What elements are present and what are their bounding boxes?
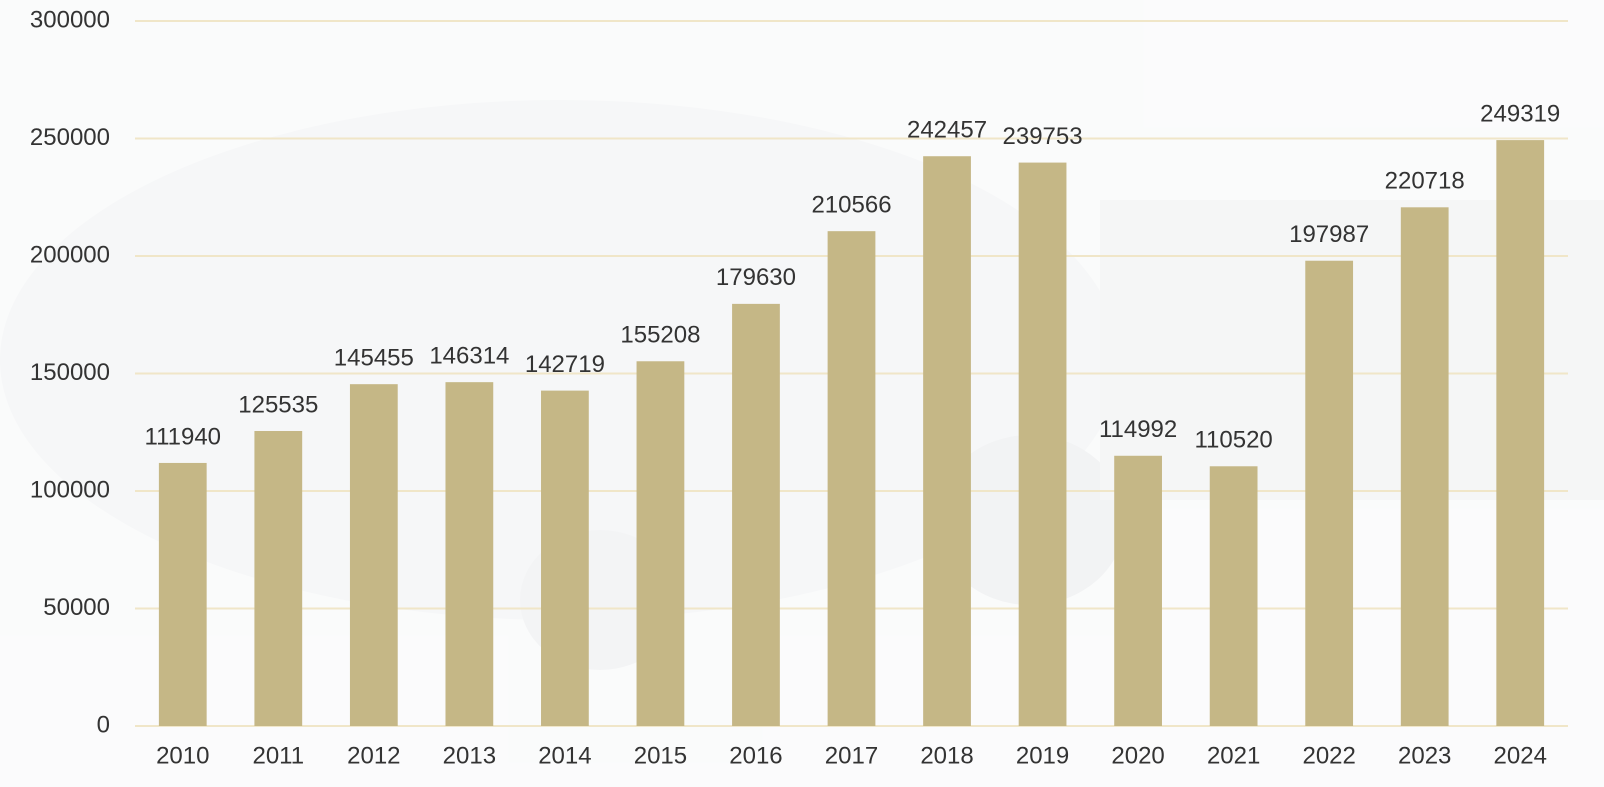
value-label: 146314 — [429, 343, 509, 370]
value-label: 125535 — [238, 391, 318, 418]
x-tick-label: 2010 — [156, 742, 209, 769]
value-label: 111940 — [145, 423, 222, 450]
bar — [1018, 162, 1067, 726]
x-tick-label: 2023 — [1398, 742, 1451, 769]
bar — [541, 390, 589, 726]
value-label: 155208 — [620, 322, 700, 349]
bar — [349, 384, 398, 726]
value-label: 210566 — [811, 192, 891, 219]
x-tick-label: 2017 — [825, 742, 878, 769]
value-label: 179630 — [716, 264, 796, 291]
y-tick-label: 100000 — [30, 476, 110, 503]
y-tick-label: 250000 — [30, 124, 110, 151]
x-tick-label: 2012 — [347, 742, 400, 769]
value-label: 220718 — [1385, 168, 1465, 195]
x-tick-label: 2016 — [729, 742, 782, 769]
y-tick-label: 200000 — [30, 241, 110, 268]
value-label: 110520 — [1194, 427, 1272, 454]
bar — [732, 303, 780, 726]
bar — [1496, 140, 1545, 727]
y-tick-label: 50000 — [43, 594, 110, 621]
bar — [1400, 207, 1449, 727]
x-tick-label: 2018 — [920, 742, 973, 769]
x-tick-label: 2024 — [1494, 742, 1547, 769]
value-label: 249319 — [1480, 100, 1560, 127]
x-tick-label: 2015 — [634, 742, 687, 769]
value-label: 197987 — [1289, 221, 1369, 248]
bar — [158, 462, 207, 726]
value-label: 145455 — [334, 345, 414, 372]
x-tick-label: 2021 — [1207, 742, 1260, 769]
bar — [445, 382, 494, 726]
value-label: 242457 — [907, 117, 987, 144]
bar — [923, 156, 971, 726]
value-label: 239753 — [1003, 123, 1083, 150]
x-tick-label: 2019 — [1016, 742, 1069, 769]
x-tick-label: 2022 — [1302, 742, 1355, 769]
bar — [636, 361, 685, 726]
x-tick-label: 2013 — [443, 742, 496, 769]
y-tick-label: 300000 — [30, 6, 110, 33]
value-label: 114992 — [1099, 416, 1177, 443]
bar — [254, 430, 303, 726]
y-tick-label: 150000 — [30, 359, 110, 386]
value-label: 142719 — [525, 351, 605, 378]
bar — [1114, 455, 1162, 726]
x-tick-label: 2014 — [538, 742, 591, 769]
x-tick-label: 2011 — [252, 742, 304, 769]
y-tick-label: 0 — [97, 711, 110, 738]
x-tick-label: 2020 — [1111, 742, 1164, 769]
bar — [827, 231, 876, 726]
bar — [1305, 260, 1354, 726]
bar — [1209, 466, 1258, 726]
